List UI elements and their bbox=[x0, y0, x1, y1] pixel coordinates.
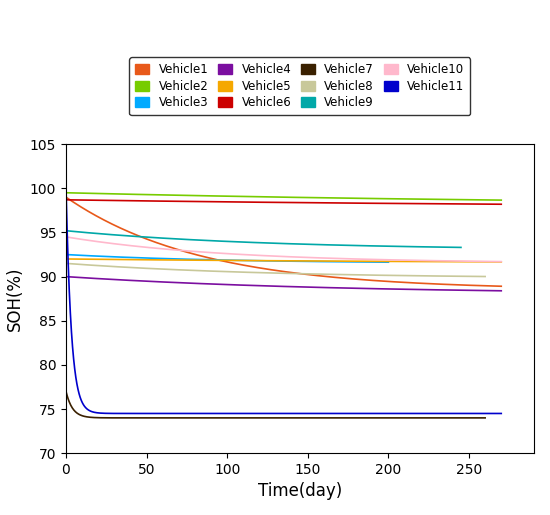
Y-axis label: SOH(%): SOH(%) bbox=[7, 266, 24, 331]
Legend: Vehicle1, Vehicle2, Vehicle3, Vehicle4, Vehicle5, Vehicle6, Vehicle7, Vehicle8, : Vehicle1, Vehicle2, Vehicle3, Vehicle4, … bbox=[129, 57, 470, 115]
X-axis label: Time(day): Time(day) bbox=[257, 483, 342, 501]
